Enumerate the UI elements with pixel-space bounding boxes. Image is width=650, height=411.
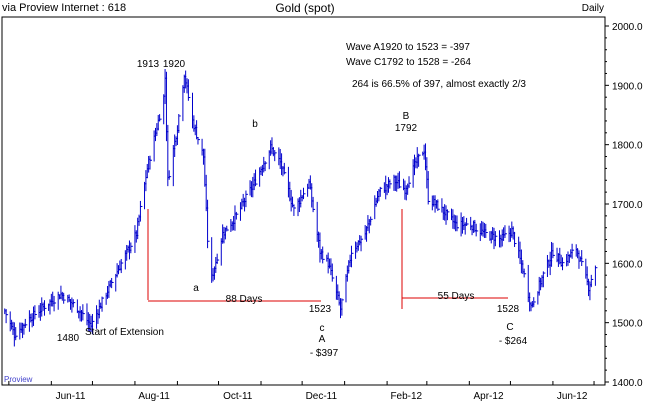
annotation-55-days: 55 Days	[438, 291, 475, 302]
annotation-loss-397: - $397	[310, 348, 339, 359]
annotation-88-days: 88 Days	[226, 294, 263, 305]
note-wave-c: Wave C1792 to 1528 = -264	[346, 57, 471, 68]
annotation-1920: 1920	[163, 59, 186, 70]
annotation-a-lower: a	[193, 283, 199, 294]
annotation-b-lower: b	[252, 119, 258, 130]
x-tick-label: Jun-12	[557, 391, 588, 402]
note-wave-a: Wave A1920 to 1523 = -397	[346, 42, 470, 53]
proview-watermark: Proview	[4, 375, 33, 384]
y-axis: 1400.0 1500.0 1600.0 1700.0 1800.0 1900.0 2000…	[605, 22, 643, 389]
annotation-1528: 1528	[497, 304, 520, 315]
annotation-1523: 1523	[309, 304, 332, 315]
annotation-lines	[147, 209, 508, 309]
note-ratio: 264 is 66.5% of 397, almost exactly 2/3	[352, 79, 526, 90]
annotation-start-of-extension: Start of Extension	[85, 327, 164, 338]
annotation-C: C	[506, 322, 513, 333]
interval-label: Daily	[582, 3, 604, 14]
y-tick-label: 1800.0	[612, 141, 643, 152]
plot-frame	[1, 16, 606, 386]
annotation-A: A	[319, 334, 326, 345]
annotation-B: B	[403, 111, 410, 122]
source-label: via Proview Internet : 618	[2, 2, 126, 14]
annotation-1913: 1913	[137, 59, 160, 70]
x-tick-label: Feb-12	[390, 391, 422, 402]
annotation-loss-264: - $264	[499, 336, 528, 347]
price-bars	[4, 69, 598, 347]
x-tick-label: Jun-11	[56, 391, 86, 402]
x-axis: Jun-11 Aug-11 Oct-11 Dec-11 Feb-12 Apr-12 Jun-…	[8, 381, 595, 402]
y-tick-label: 1600.0	[612, 259, 643, 270]
x-tick-label: Aug-11	[138, 391, 170, 402]
annotation-c-lower: c	[320, 323, 325, 334]
annotation-1480: 1480	[57, 333, 80, 344]
x-tick-label: Dec-11	[306, 391, 338, 402]
y-tick-label: 1900.0	[612, 81, 643, 92]
annotation-1792: 1792	[395, 123, 418, 134]
x-tick-label: Apr-12	[474, 391, 504, 402]
x-tick-label: Oct-11	[223, 391, 253, 402]
y-tick-label: 2000.0	[612, 22, 643, 33]
y-tick-label: 1400.0	[612, 378, 643, 389]
chart-title: Gold (spot)	[275, 1, 334, 15]
y-tick-label: 1700.0	[612, 200, 643, 211]
y-tick-label: 1500.0	[612, 319, 643, 330]
